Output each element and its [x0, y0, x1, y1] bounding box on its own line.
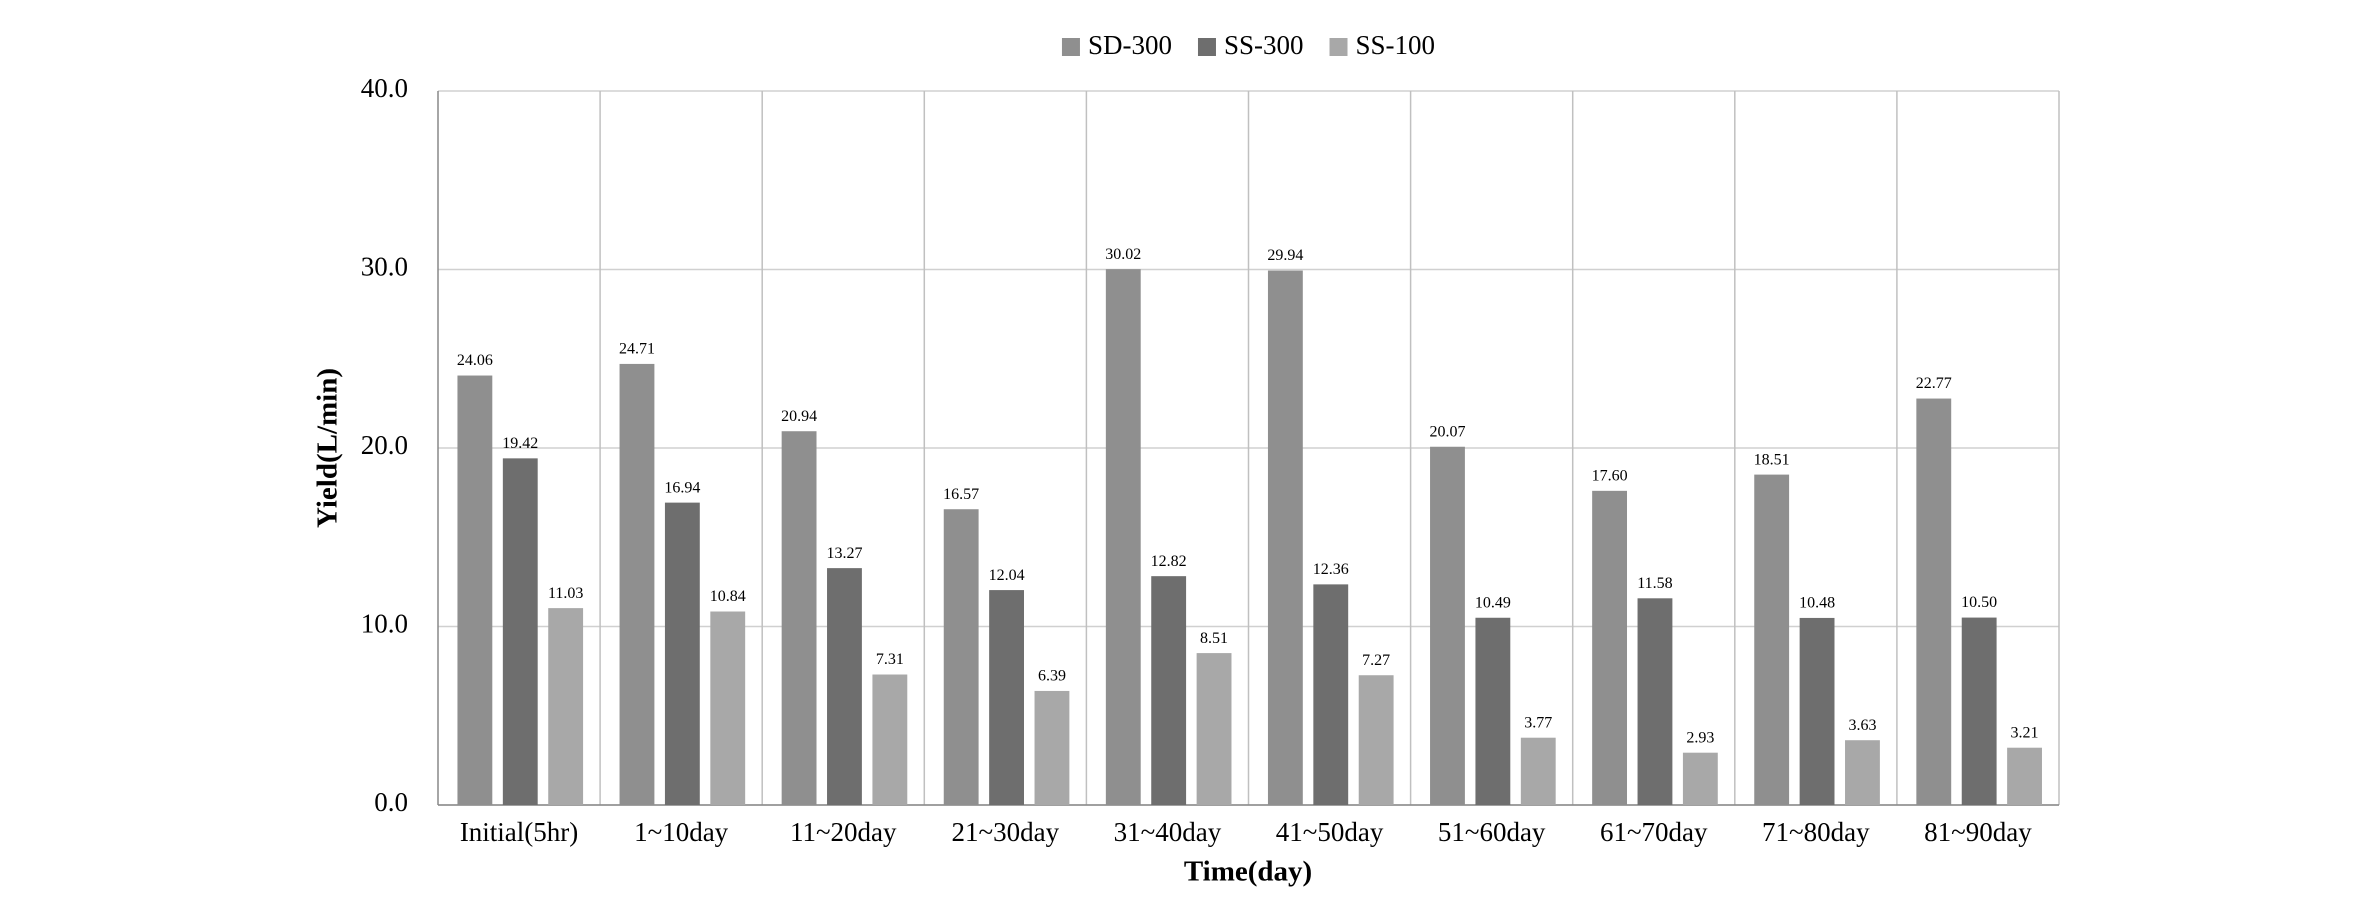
bar — [710, 611, 746, 805]
x-tick-label: Initial(5hr) — [460, 817, 578, 847]
value-label: 10.48 — [1799, 595, 1835, 612]
y-tick-label: 30.0 — [361, 252, 408, 282]
bar — [1034, 690, 1070, 805]
bar — [1961, 617, 1997, 805]
legend-label: SD-300 — [1088, 30, 1172, 60]
x-tick-label: 81~90day — [1924, 817, 2032, 847]
value-label: 24.06 — [457, 352, 493, 369]
value-label: 6.39 — [1038, 668, 1066, 685]
y-tick-label: 0.0 — [374, 787, 408, 817]
bar — [1105, 269, 1141, 805]
value-label: 16.57 — [943, 486, 979, 503]
value-label: 22.77 — [1916, 375, 1952, 392]
legend-swatch — [1061, 38, 1080, 56]
bar — [1799, 617, 1835, 805]
bar — [1592, 490, 1628, 805]
value-label: 18.51 — [1754, 451, 1790, 468]
x-tick-label: 31~40day — [1114, 817, 1222, 847]
value-label: 16.94 — [664, 479, 700, 496]
value-label: 7.27 — [1362, 652, 1390, 669]
value-label: 20.94 — [781, 408, 817, 425]
value-label: 12.36 — [1313, 561, 1349, 578]
legend-swatch — [1197, 38, 1216, 56]
bar — [1845, 740, 1880, 805]
value-label: 8.51 — [1200, 630, 1228, 647]
value-label: 24.71 — [619, 341, 655, 358]
y-tick-label: 20.0 — [361, 430, 408, 460]
value-label: 10.49 — [1475, 594, 1511, 611]
bar — [1196, 653, 1232, 805]
bar — [2007, 747, 2042, 805]
bar — [872, 674, 908, 805]
legend-swatch — [1329, 38, 1348, 56]
x-tick-label: 51~60day — [1438, 817, 1546, 847]
bar — [989, 590, 1024, 805]
value-label: 3.77 — [1524, 714, 1552, 731]
bar — [1637, 598, 1673, 805]
value-label: 7.31 — [876, 651, 904, 668]
value-label: 20.07 — [1429, 423, 1465, 440]
bar — [1313, 584, 1349, 805]
value-label: 12.82 — [1151, 553, 1187, 570]
value-label: 3.63 — [1848, 717, 1876, 734]
legend-label: SS-300 — [1224, 30, 1304, 60]
value-label: 2.93 — [1686, 729, 1714, 746]
bar — [781, 431, 817, 805]
bar — [1916, 398, 1952, 805]
value-label: 17.60 — [1592, 468, 1628, 485]
value-label: 13.27 — [826, 545, 862, 562]
value-label: 11.58 — [1637, 575, 1672, 592]
bar — [1520, 737, 1556, 805]
bar — [827, 568, 862, 805]
x-tick-label: 61~70day — [1600, 817, 1708, 847]
x-tick-label: 71~80day — [1762, 817, 1870, 847]
value-label: 12.04 — [989, 567, 1025, 584]
bar — [548, 608, 584, 805]
bar — [664, 502, 700, 805]
bar — [1267, 270, 1303, 805]
bar — [502, 458, 538, 805]
value-label: 29.94 — [1267, 247, 1303, 264]
x-tick-label: 11~20day — [790, 817, 897, 847]
legend-label: SS-100 — [1356, 30, 1436, 60]
bar — [1151, 576, 1187, 805]
bar — [1682, 752, 1718, 805]
y-axis-title: Yield(L/min) — [312, 368, 344, 528]
value-label: 30.02 — [1105, 246, 1141, 263]
x-tick-label: 41~50day — [1276, 817, 1384, 847]
x-tick-label: 21~30day — [952, 817, 1060, 847]
value-label: 3.21 — [2011, 724, 2039, 741]
bar — [1475, 617, 1511, 805]
bar — [1754, 474, 1790, 805]
y-tick-label: 10.0 — [361, 609, 408, 639]
value-label: 10.50 — [1961, 594, 1997, 611]
bar — [943, 509, 979, 805]
bar — [1358, 675, 1394, 805]
x-axis-title: Time(day) — [1184, 856, 1312, 888]
x-tick-label: 1~10day — [634, 817, 729, 847]
value-label: 11.03 — [548, 585, 583, 602]
bar — [619, 363, 655, 805]
bar — [457, 375, 493, 805]
y-tick-label: 40.0 — [361, 73, 408, 103]
bar — [1430, 446, 1465, 805]
value-label: 19.42 — [502, 435, 538, 452]
value-label: 10.84 — [710, 588, 746, 605]
